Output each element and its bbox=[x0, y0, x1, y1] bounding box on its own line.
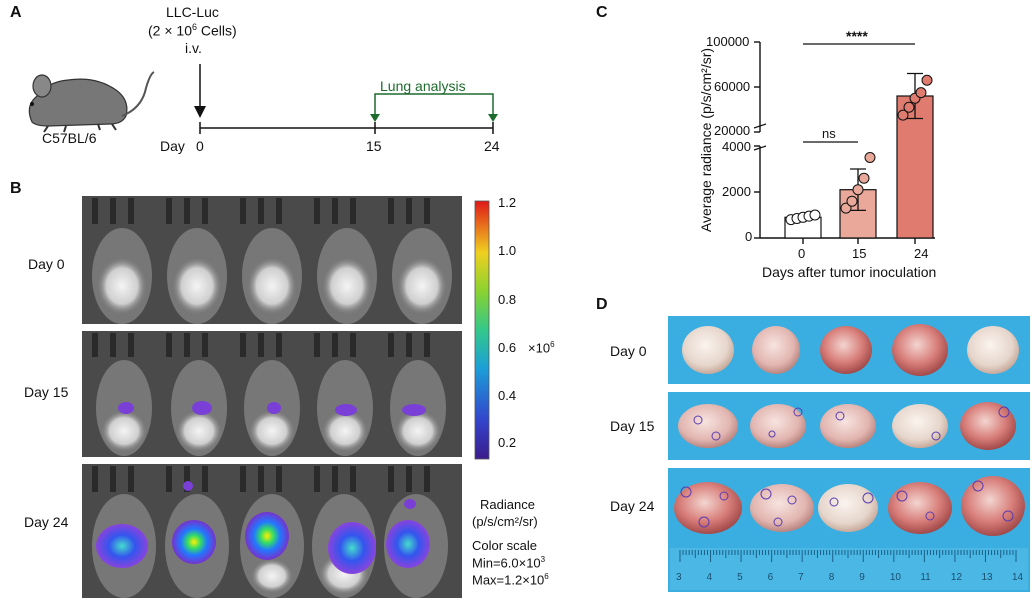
ruler bbox=[670, 548, 1028, 590]
color-scale-min: Min=6.0×103 bbox=[472, 555, 546, 571]
c-point-15 bbox=[864, 152, 876, 163]
c-ylabel: Average radiance (p/s/cm²/sr) bbox=[698, 47, 714, 233]
color-scale-bar bbox=[474, 200, 490, 460]
scale-tick-0.4: 0.4 bbox=[498, 388, 517, 403]
scale-tick-0.2: 0.2 bbox=[498, 435, 517, 450]
ruler-label: 7 bbox=[798, 572, 804, 583]
c-xtick-15: 15 bbox=[852, 246, 867, 261]
scale-tick-1.0: 1.0 bbox=[498, 243, 517, 258]
radiance-title: Radiance bbox=[480, 497, 535, 512]
c-sig-ns: ns bbox=[822, 126, 836, 141]
lung-photos bbox=[668, 316, 1030, 592]
radiance-chart bbox=[753, 41, 935, 244]
d-row-day15: Day 15 bbox=[610, 418, 655, 434]
c-point-15 bbox=[846, 195, 858, 207]
day-24: 24 bbox=[484, 138, 500, 154]
c-xtick-24: 24 bbox=[914, 246, 929, 261]
c-ytick-2000: 2000 bbox=[722, 184, 751, 199]
c-xtick-0: 0 bbox=[798, 246, 806, 261]
scale-multiplier: ×106 bbox=[528, 340, 555, 356]
ruler-label: 9 bbox=[859, 572, 865, 583]
c-point-24 bbox=[897, 109, 909, 121]
ruler-label: 8 bbox=[828, 572, 835, 583]
panel-b-label: B bbox=[10, 180, 22, 197]
c-point-15 bbox=[858, 172, 870, 184]
route-label: i.v. bbox=[185, 40, 202, 56]
c-point-24 bbox=[903, 101, 915, 113]
c-ytick-20000: 20000 bbox=[714, 123, 751, 138]
mouse-icon bbox=[28, 71, 155, 133]
b-row-day0: Day 0 bbox=[28, 256, 65, 272]
c-point-0 bbox=[809, 209, 821, 221]
b-row-day15: Day 15 bbox=[24, 384, 69, 400]
c-point-24 bbox=[915, 87, 927, 99]
cell-name: LLC-Luc bbox=[166, 4, 219, 20]
day-label: Day bbox=[160, 138, 185, 154]
scale-tick-1.2: 1.2 bbox=[498, 195, 517, 210]
ruler-label: 10 bbox=[889, 572, 901, 583]
c-ytick-60000: 60000 bbox=[714, 79, 751, 94]
ruler-label: 11 bbox=[920, 572, 931, 583]
c-point-24 bbox=[921, 74, 933, 86]
day-0: 0 bbox=[196, 138, 204, 154]
color-scale-max: Max=1.2×106 bbox=[472, 572, 549, 588]
panel-a-label: A bbox=[10, 4, 22, 21]
radiance-units: (p/s/cm²/sr) bbox=[472, 514, 538, 529]
ruler-label: 6 bbox=[767, 572, 774, 583]
scale-tick-0.6: 0.6 bbox=[498, 340, 517, 355]
ruler-label: 14 bbox=[1012, 572, 1024, 583]
timeline bbox=[194, 64, 498, 134]
day-15: 15 bbox=[366, 138, 382, 154]
ruler-labels: 3 4 5 6 7 8 9 10 11 12 13 14 bbox=[668, 572, 1030, 588]
analysis-label: Lung analysis bbox=[380, 78, 466, 94]
c-point-15 bbox=[852, 184, 864, 196]
c-xlabel: Days after tumor inoculation bbox=[762, 264, 937, 280]
mouse-strain: C57BL/6 bbox=[42, 130, 97, 146]
c-ytick-4000: 4000 bbox=[722, 139, 751, 154]
color-scale-title: Color scale bbox=[472, 538, 538, 553]
ruler-label: 3 bbox=[676, 572, 682, 583]
ruler-label: 12 bbox=[950, 572, 963, 583]
c-ytick-0: 0 bbox=[745, 229, 753, 244]
cell-count: (2 × 106 Cells) bbox=[148, 22, 237, 39]
b-row-day24: Day 24 bbox=[24, 514, 69, 530]
c-point-15 bbox=[840, 202, 852, 214]
ruler-label: 13 bbox=[981, 572, 993, 583]
c-ytick-100000: 100000 bbox=[706, 34, 750, 49]
panel-d-label: D bbox=[596, 296, 608, 313]
panel-c-label: C bbox=[596, 4, 608, 21]
c-axis-break bbox=[753, 123, 767, 151]
ivis-images bbox=[82, 196, 462, 598]
scale-tick-0.8: 0.8 bbox=[498, 292, 517, 307]
d-row-day24: Day 24 bbox=[610, 498, 655, 514]
ruler-label: 5 bbox=[737, 572, 743, 583]
ruler-label: 4 bbox=[706, 572, 713, 583]
c-sig-star: **** bbox=[846, 28, 868, 44]
d-row-day0: Day 0 bbox=[610, 343, 647, 359]
